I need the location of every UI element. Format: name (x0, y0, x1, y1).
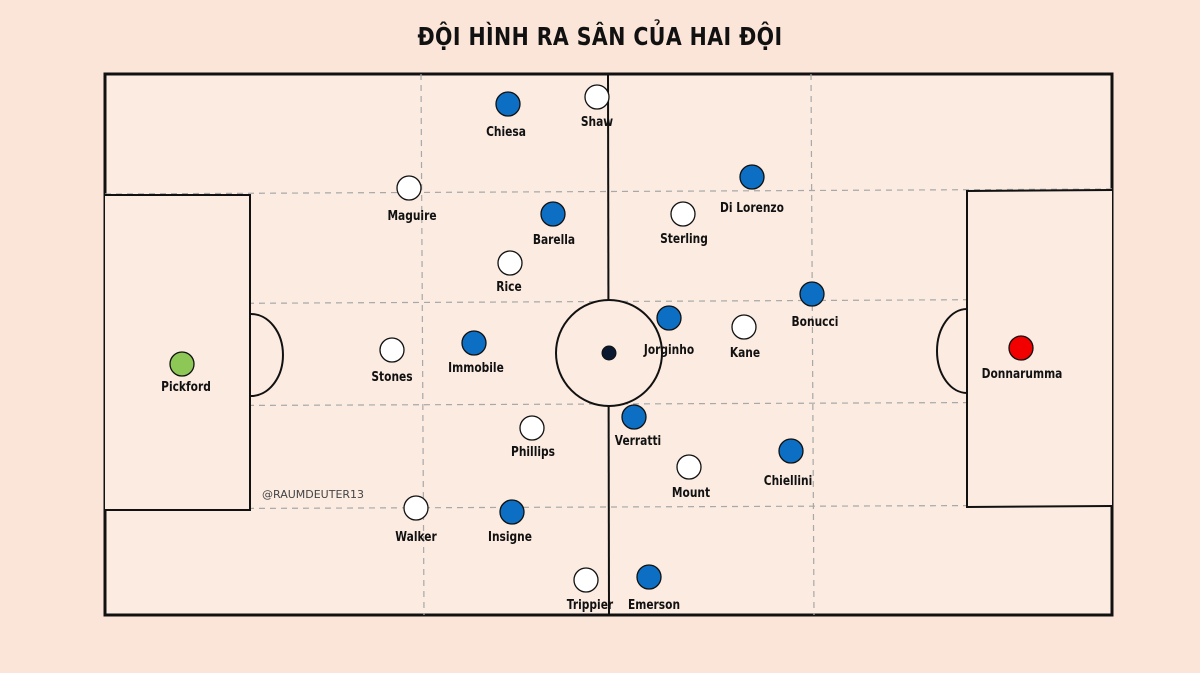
zone-line-vertical-1 (420, 73, 425, 616)
player-marker (778, 438, 804, 464)
player-name: Jorginho (643, 342, 694, 357)
zone-line-horizontal-2 (104, 298, 1113, 305)
player-marker (495, 91, 521, 117)
left-penalty-arc (250, 313, 284, 397)
player-verratti: Verratti (615, 404, 661, 448)
zone-line-horizontal-4 (104, 504, 1113, 510)
player-marker (519, 415, 545, 441)
player-emerson: Emerson (628, 564, 680, 612)
player-chiesa: Chiesa (486, 91, 526, 139)
player-marker (396, 175, 422, 201)
player-marker (799, 281, 825, 307)
player-pickford: Pickford (161, 351, 211, 394)
player-immobile: Immobile (448, 330, 504, 375)
ball (601, 345, 617, 361)
player-marker (656, 305, 682, 331)
right-penalty-area (966, 189, 1113, 509)
player-marker (636, 564, 662, 590)
player-barella: Barella (533, 201, 575, 247)
watermark: @RAUMDEUTER13 (262, 488, 364, 501)
player-marker (1008, 335, 1034, 361)
player-name: Bonucci (792, 314, 839, 329)
player-marker (540, 201, 566, 227)
player-marker (573, 567, 599, 593)
player-marker (403, 495, 429, 521)
zone-line-vertical-2 (810, 73, 815, 616)
player-di-lorenzo: Di Lorenzo (720, 164, 784, 215)
player-chiellini: Chiellini (764, 438, 812, 488)
player-kane: Kane (730, 314, 760, 360)
right-penalty-arc (936, 308, 968, 394)
player-marker (169, 351, 195, 377)
player-mount: Mount (672, 454, 710, 500)
player-marker (676, 454, 702, 480)
player-name: Rice (496, 279, 521, 294)
player-rice: Rice (496, 250, 523, 294)
player-marker (670, 201, 696, 227)
zone-grid (104, 73, 1113, 616)
player-marker (497, 250, 523, 276)
player-name: Barella (533, 232, 575, 247)
player-name: Shaw (581, 114, 613, 129)
player-name: Phillips (511, 444, 555, 459)
player-insigne: Insigne (488, 499, 532, 544)
zone-line-horizontal-3 (104, 401, 1113, 407)
player-marker (731, 314, 757, 340)
player-name: Di Lorenzo (720, 200, 784, 215)
player-name: Maguire (387, 208, 436, 223)
player-name: Insigne (488, 529, 532, 544)
player-name: Donnarumma (982, 366, 1063, 381)
player-name: Immobile (448, 360, 504, 375)
player-name: Mount (672, 485, 710, 500)
player-name: Emerson (628, 597, 680, 612)
player-name: Chiellini (764, 473, 812, 488)
player-name: Kane (730, 345, 760, 360)
player-trippier: Trippier (567, 567, 613, 612)
player-donnarumma: Donnarumma (982, 335, 1063, 381)
player-shaw: Shaw (581, 84, 613, 129)
players-layer: Pickford Maguire Stones Walker Shaw Rice Phill… (161, 84, 1063, 612)
zone-line-horizontal-1 (104, 188, 1113, 195)
player-name: Sterling (660, 231, 708, 246)
player-name: Verratti (615, 433, 661, 448)
player-bonucci: Bonucci (792, 281, 839, 329)
player-name: Walker (395, 529, 437, 544)
player-marker (461, 330, 487, 356)
player-marker (739, 164, 765, 190)
player-maguire: Maguire (387, 175, 437, 223)
player-name: Chiesa (486, 124, 526, 139)
player-name: Trippier (567, 597, 613, 612)
diagram-title: ĐỘI HÌNH RA SÂN CỦA HAI ĐỘI (417, 22, 783, 51)
player-name: Stones (371, 369, 412, 384)
player-name: Pickford (161, 379, 211, 394)
player-marker (621, 404, 647, 430)
player-marker (584, 84, 610, 110)
player-phillips: Phillips (511, 415, 555, 459)
player-marker (379, 337, 405, 363)
player-walker: Walker (395, 495, 437, 544)
player-marker (499, 499, 525, 525)
player-jorginho: Jorginho (643, 305, 694, 357)
player-stones: Stones (371, 337, 413, 384)
player-sterling: Sterling (660, 201, 708, 246)
